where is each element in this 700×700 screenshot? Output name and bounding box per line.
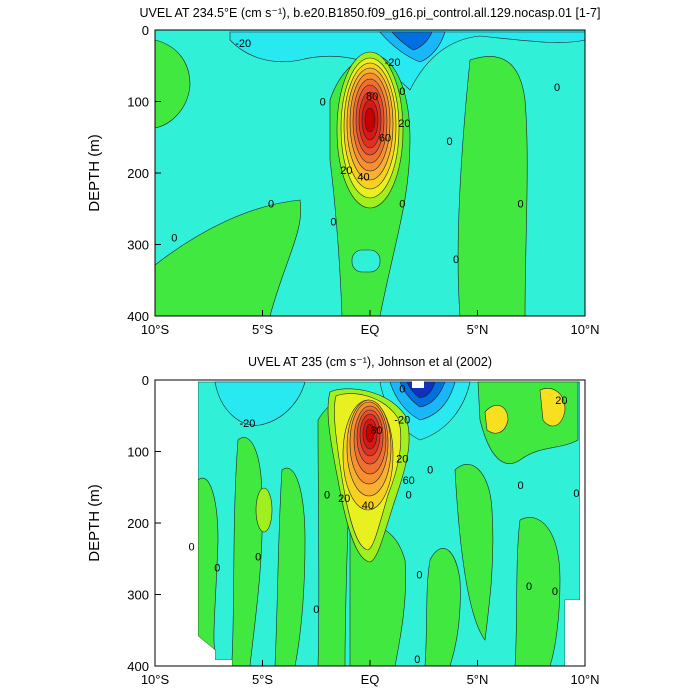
y-tick-label: 200 — [127, 166, 149, 181]
contour-label: 0 — [414, 654, 420, 666]
green-band-7 — [454, 464, 494, 641]
y-tick-label: 300 — [127, 588, 149, 603]
contour-label: 0 — [188, 542, 194, 554]
model-panel: UVEL AT 234.5°E (cm s⁻¹), b.e20.B1850.f0… — [86, 6, 600, 337]
contour-label: 0 — [255, 552, 261, 564]
contour-label: 60 — [379, 132, 391, 144]
westward-band-obs — [214, 381, 306, 426]
contour-label: -20 — [235, 38, 251, 50]
x-tick-label: 5°S — [252, 672, 273, 687]
x-tick-label: 10°N — [570, 322, 599, 337]
contour-fill-model — [155, 30, 585, 316]
contour-label: 0 — [320, 97, 326, 109]
y-tick-label: 100 — [127, 445, 149, 460]
cyan-patch — [351, 249, 381, 273]
x-tick-label: 10°S — [141, 322, 170, 337]
contour-label: 20 — [398, 118, 410, 130]
x-tick-label: 5°N — [467, 322, 489, 337]
contour-label: 0 — [526, 581, 532, 593]
observation-panel: UVEL AT 235 (cm s⁻¹), Johnson et al (200… — [86, 355, 600, 687]
x-axis-model: 10°S 5°S EQ 5°N 10°N — [141, 310, 600, 337]
contour-label: 0 — [517, 199, 523, 211]
contour-label: 0 — [214, 562, 220, 574]
contour-label: 0 — [446, 136, 452, 148]
contour-label: -20 — [239, 418, 255, 430]
x-tick-label: EQ — [361, 322, 380, 337]
contour-label: 0 — [268, 199, 274, 211]
green-west — [155, 39, 191, 129]
yellow-east-2 — [539, 388, 566, 427]
green-deep-east — [514, 517, 561, 666]
green-band-3 — [274, 467, 306, 666]
y-tick-label: 0 — [142, 23, 149, 38]
contour-label: 80 — [370, 425, 382, 437]
undercurrent-core-model — [336, 51, 404, 209]
contour-label: 20 — [340, 165, 352, 177]
panel-title-observation: UVEL AT 235 (cm s⁻¹), Johnson et al (200… — [248, 355, 492, 369]
contour-label: 0 — [399, 384, 405, 396]
contour-label: 0 — [313, 604, 319, 616]
y-axis-label-model: DEPTH (m) — [86, 134, 103, 212]
masked-corner-west — [155, 382, 232, 666]
contour-label: 0 — [330, 217, 336, 229]
y-axis-model: 0 100 200 300 400 — [127, 23, 161, 324]
y-axis-label-observation: DEPTH (m) — [86, 484, 103, 562]
contour-label: 0 — [406, 489, 412, 501]
contour-labels-model: -20 -20 0 0 80 20 60 0 20 40 0 0 0 0 0 0 0 — [171, 38, 560, 266]
x-tick-label: 10°S — [141, 672, 170, 687]
y-tick-label: 400 — [127, 659, 149, 674]
westward-core-inner — [391, 31, 433, 51]
x-axis-observation: 10°S 5°S EQ 5°N 10°N — [141, 660, 600, 687]
contour-label: 60 — [403, 475, 415, 487]
green-band-1 — [197, 477, 219, 651]
contour-label: 0 — [171, 232, 177, 244]
contour-fill-observation — [155, 380, 585, 666]
contour-label: -20 — [385, 57, 401, 69]
contour-label: 0 — [416, 569, 422, 581]
contour-label: 0 — [552, 586, 558, 598]
x-tick-label: 5°N — [467, 672, 489, 687]
green-band-6 — [424, 548, 461, 666]
undercurrent-core-observation — [327, 388, 410, 563]
y-axis-observation: 0 100 200 300 400 — [127, 373, 161, 674]
contour-label: -20 — [394, 414, 410, 426]
green-deep-west — [155, 199, 302, 316]
contour-label: 0 — [453, 254, 459, 266]
contour-label: 20 — [338, 493, 350, 505]
panel-title-model: UVEL AT 234.5°E (cm s⁻¹), b.e20.B1850.f0… — [140, 6, 601, 20]
contour-label: 0 — [399, 86, 405, 98]
x-tick-label: 5°S — [252, 322, 273, 337]
contour-label: 40 — [362, 500, 374, 512]
green-band-2 — [231, 437, 263, 666]
contour-label: 0 — [554, 82, 560, 94]
masked-corner-east — [565, 382, 585, 666]
contour-label: 0 — [573, 488, 579, 500]
contour-label: 0 — [399, 199, 405, 211]
contour-label: 0 — [517, 480, 523, 492]
contour-label: 80 — [366, 91, 378, 103]
y-tick-label: 100 — [127, 95, 149, 110]
x-tick-label: 10°N — [570, 672, 599, 687]
y-tick-label: 400 — [127, 309, 149, 324]
contour-label: 0 — [324, 489, 330, 501]
green-east — [457, 56, 528, 316]
contour-label: 40 — [357, 172, 369, 184]
x-tick-label: EQ — [361, 672, 380, 687]
contour-label: 20 — [396, 454, 408, 466]
y-tick-label: 200 — [127, 516, 149, 531]
yellow-east-1 — [484, 405, 509, 434]
westward-band — [229, 31, 585, 91]
contour-label: 20 — [555, 395, 567, 407]
contour-label: 0 — [427, 464, 433, 476]
y-tick-label: 0 — [142, 373, 149, 388]
yellowgreen-spot — [255, 487, 273, 533]
y-tick-label: 300 — [127, 238, 149, 253]
surface-gap — [412, 380, 424, 388]
contour-labels-observation: -20 0 -20 20 80 20 60 0 0 0 20 40 0 0 0 0 0 0 0 0 0 0 — [188, 384, 579, 666]
